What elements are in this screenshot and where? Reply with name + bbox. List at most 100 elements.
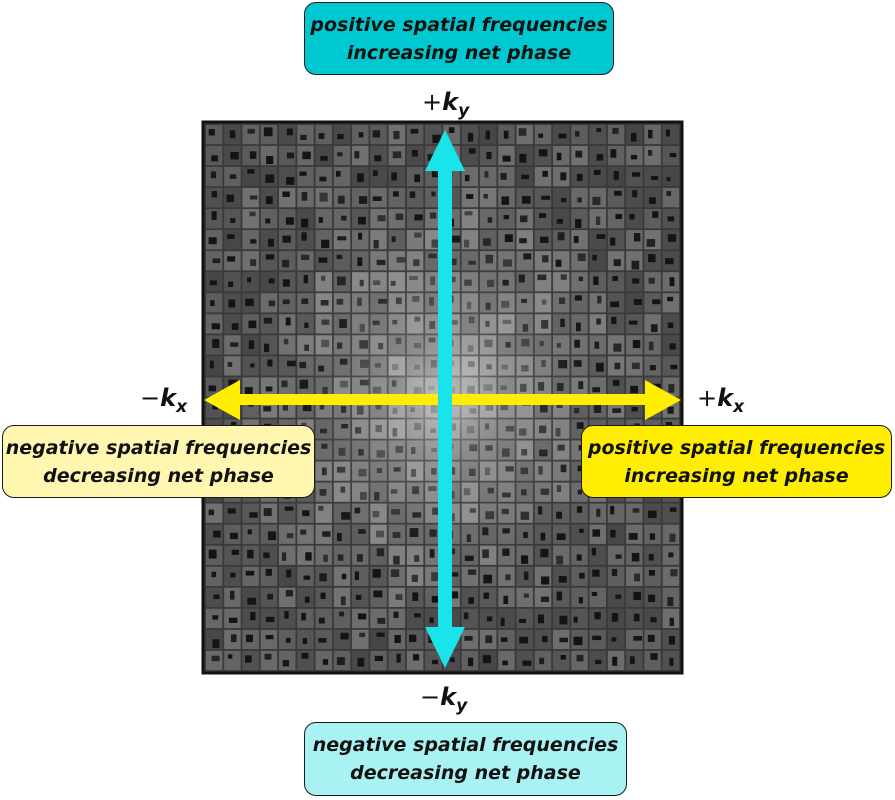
kspace-cell-speckle	[559, 615, 568, 625]
kspace-cell	[242, 166, 259, 187]
kspace-cell-speckle	[630, 132, 637, 142]
kspace-cell	[479, 188, 497, 208]
kspace-cell	[352, 145, 369, 166]
kspace-cell-speckle	[300, 134, 307, 141]
kspace-cell	[425, 188, 442, 208]
kspace-cell-speckle	[632, 190, 638, 198]
kspace-cell-speckle	[670, 364, 678, 370]
kspace-cell-speckle	[301, 652, 309, 659]
kspace-cell-speckle	[341, 215, 347, 221]
kspace-cell	[589, 166, 607, 187]
kspace-cell-speckle	[228, 617, 238, 623]
kspace-cell	[224, 650, 241, 671]
kspace-cell	[388, 188, 406, 208]
kspace-cell-speckle	[648, 254, 656, 263]
kspace-cell	[260, 251, 278, 271]
kspace-cell-speckle	[263, 127, 273, 137]
kspace-cell	[224, 545, 241, 565]
kspace-cell-speckle	[211, 571, 217, 578]
kx-negative-subscript: x	[176, 397, 188, 417]
kspace-cell-speckle	[560, 172, 567, 181]
kspace-cell-speckle	[249, 211, 256, 217]
kspace-cell-speckle	[542, 170, 548, 177]
kspace-cell	[406, 650, 424, 671]
kspace-cell-speckle	[286, 177, 295, 185]
kspace-cell-speckle	[647, 510, 657, 519]
kspace-cell-speckle	[595, 659, 602, 665]
left-box-line1: negative spatial frequencies	[5, 436, 312, 459]
kspace-cell-speckle	[209, 360, 214, 369]
kspace-cell	[516, 608, 533, 629]
kspace-cell-speckle	[354, 151, 360, 159]
kspace-cell-speckle	[248, 340, 255, 350]
kspace-cell-speckle	[666, 177, 671, 182]
kspace-cell-speckle	[611, 612, 619, 622]
kspace-cell	[260, 566, 278, 586]
kspace-cell-speckle	[646, 239, 656, 247]
kspace-cell-speckle	[668, 552, 674, 558]
kspace-cell-speckle	[503, 215, 509, 220]
kspace-cell-speckle	[245, 634, 253, 643]
kspace-cell-speckle	[208, 385, 217, 392]
kspace-cell-speckle	[576, 173, 583, 181]
kspace-cell-speckle	[229, 174, 237, 179]
kspace-cell-speckle	[209, 280, 217, 286]
kspace-cell-speckle	[614, 362, 621, 370]
kspace-cell-speckle	[265, 386, 273, 392]
kspace-cell-speckle	[263, 552, 270, 559]
kspace-cell-speckle	[391, 172, 397, 181]
kspace-cell-speckle	[667, 322, 674, 329]
kspace-cell-speckle	[669, 617, 675, 626]
kspace-cell	[607, 124, 625, 145]
kspace-cell-speckle	[431, 171, 439, 178]
kspace-cell-speckle	[268, 300, 276, 307]
kspace-cell	[498, 650, 515, 671]
kspace-cell-speckle	[650, 324, 658, 333]
kspace-cell-speckle	[265, 616, 275, 623]
kspace-cell-speckle	[414, 613, 421, 618]
kspace-cell-speckle	[449, 591, 459, 599]
kspace-cell-speckle	[230, 342, 239, 347]
kspace-cell-speckle	[318, 133, 325, 139]
kspace-cell-speckle	[228, 654, 233, 659]
kspace-cell-speckle	[467, 132, 474, 142]
ky-negative-subscript: y	[456, 696, 468, 716]
kspace-cell-speckle	[319, 176, 327, 182]
kspace-cell-speckle	[538, 133, 544, 138]
bottom-box-line1: negative spatial frequencies	[312, 734, 619, 756]
kspace-cell	[662, 503, 680, 523]
kspace-cell-speckle	[611, 568, 618, 577]
kspace-cell-speckle	[594, 612, 601, 620]
kspace-cell-speckle	[265, 254, 275, 260]
kspace-cell-speckle	[632, 278, 640, 284]
kspace-cell-speckle	[285, 589, 294, 597]
kspace-cell-speckle	[464, 211, 473, 216]
kspace-cell-speckle	[265, 218, 271, 224]
ky-positive-symbol: k	[442, 88, 459, 116]
kspace-cell-speckle	[518, 128, 527, 136]
kspace-cell-speckle	[264, 343, 270, 353]
kx-positive-symbol: k	[717, 384, 734, 412]
kspace-cell-speckle	[522, 196, 531, 204]
kspace-cell-speckle	[410, 128, 419, 134]
kspace-cell-speckle	[578, 597, 583, 604]
kspace-cell-speckle	[463, 612, 469, 620]
kspace-cell	[278, 188, 296, 208]
kspace-cell-speckle	[573, 636, 583, 646]
kspace-cell-speckle	[265, 635, 274, 640]
kspace-cell-speckle	[649, 197, 656, 204]
kspace-cell-speckle	[212, 338, 220, 348]
kspace-cell	[260, 314, 278, 334]
kspace-cell-speckle	[648, 594, 656, 602]
kspace-cell-speckle	[339, 611, 345, 617]
kspace-cell	[461, 166, 479, 187]
kspace-cell-speckle	[249, 512, 258, 518]
kspace-cell-speckle	[267, 593, 274, 600]
kspace-cell-speckle	[212, 615, 219, 620]
kspace-cell-speckle	[213, 594, 220, 599]
kspace-cell	[644, 566, 661, 586]
kspace-cell-speckle	[631, 362, 640, 370]
kspace-cell-speckle	[500, 617, 505, 627]
kspace-cell-speckle	[632, 339, 641, 349]
kspace-cell-speckle	[286, 152, 295, 159]
